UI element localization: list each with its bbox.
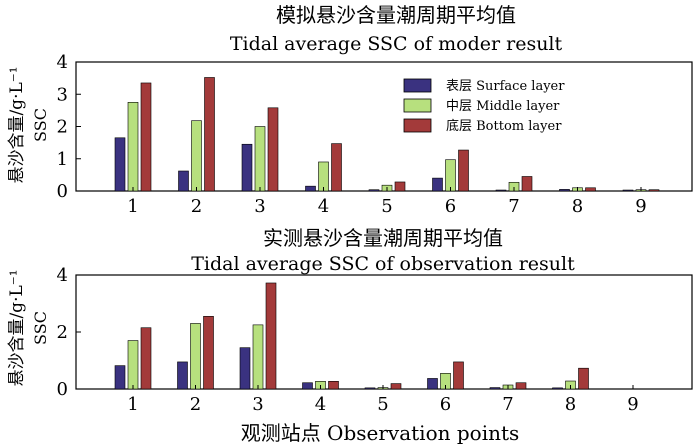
bottom-chart-bar-s1-p8 [552, 387, 563, 390]
bottom-chart-ytick-label: 2 [57, 322, 68, 343]
top-chart-xtick-label: 7 [508, 196, 519, 217]
top-chart-bar-s1-p4 [305, 185, 316, 192]
bottom-chart-xtick-label: 2 [190, 394, 201, 415]
top-chart-bar-s1-p6 [432, 177, 443, 192]
legend-label-bottom: 底层 Bottom layer [446, 118, 562, 134]
legend-swatch-bottom [403, 118, 432, 133]
top-chart-title-cn: 模拟悬沙含量潮周期平均值 [276, 3, 516, 27]
top-chart-ytick-label: 2 [57, 117, 68, 138]
bottom-chart-bar-s1-p3 [239, 347, 251, 390]
top-chart-xtick-label: 1 [127, 196, 138, 217]
top-chart-bar-s1-p3 [241, 143, 253, 192]
top-chart-bar-s1-p1 [114, 137, 126, 192]
bottom-chart-bar-s1-p4 [302, 382, 313, 390]
bottom-chart-xtick-label: 8 [565, 394, 576, 415]
bottom-chart-bar-s1-p1 [114, 365, 126, 390]
top-chart-bar-s3-p6 [458, 149, 469, 192]
bottom-chart-ytick-label: 0 [57, 379, 68, 400]
bottom-chart-bar-s3-p2 [203, 316, 214, 390]
top-chart-bar-s3-p4 [331, 143, 342, 192]
top-chart-bar-s3-p5 [394, 181, 406, 192]
bottom-chart-bar-s3-p7 [515, 382, 527, 390]
top-chart-bar-s3-p8 [585, 187, 596, 192]
bottom-chart-bar-s3-p4 [328, 381, 339, 390]
legend-swatch-middle [403, 98, 432, 113]
bottom-chart-bar-s3-p1 [140, 327, 152, 390]
bottom-chart-ylabel-cn: 悬沙含量/g·L⁻¹ [7, 269, 27, 386]
bottom-chart-marks: 0 2 4 1 2 3 4 5 6 7 8 9 [57, 265, 639, 415]
bottom-chart-xtick-label: 1 [127, 394, 138, 415]
legend-label-surface: 表层 Surface layer [446, 79, 565, 94]
top-chart-ytick-label: 4 [57, 52, 68, 73]
top-chart-marks: 0 1 2 3 4 1 2 3 4 5 6 7 8 9 [57, 52, 660, 217]
bottom-chart-xtick-label: 3 [252, 394, 263, 415]
top-chart-xtick-label: 5 [381, 196, 392, 217]
bottom-chart-bar-s2-p2 [190, 323, 201, 390]
top-chart-bar-s1-p2 [178, 170, 189, 192]
top-chart-ylabel: SSC [31, 108, 50, 142]
bottom-chart-xtick-label: 4 [315, 394, 326, 415]
top-chart-bar-s3-p9 [648, 189, 660, 192]
top-chart-xtick-label: 8 [572, 196, 583, 217]
bottom-chart-bar-s2-p1 [127, 340, 139, 390]
top-chart-bar-s1-p5 [368, 189, 380, 192]
bottom-chart-xtick-label: 6 [440, 394, 451, 415]
top-chart-xtick-label: 9 [635, 196, 646, 217]
bottom-chart-bar-s2-p3 [252, 324, 264, 390]
bottom-chart-xtick-label: 5 [377, 394, 388, 415]
bottom-chart-bar-s3-p8 [578, 367, 589, 390]
top-chart-xtick-label: 3 [254, 196, 265, 217]
top-chart-bar-s3-p3 [267, 107, 279, 192]
bottom-chart-title-cn: 实测悬沙含量潮周期平均值 [263, 226, 503, 250]
legend-swatch-surface [403, 78, 432, 93]
legend-label-middle: 中层 Middle layer [446, 99, 560, 114]
top-chart-bar-s2-p4 [318, 161, 329, 192]
bottom-chart-bar-s3-p6 [453, 361, 464, 390]
bottom-chart-bar-s1-p2 [177, 361, 188, 390]
top-chart-bar-s3-p1 [140, 82, 152, 192]
legend: 表层 Surface layer 中层 Middle layer 底层 Bott… [403, 78, 565, 134]
top-chart-xtick-label: 6 [445, 196, 456, 217]
bottom-chart-xtick-label: 7 [502, 394, 513, 415]
top-chart-ytick-label: 1 [57, 149, 68, 170]
bottom-chart-ylabel: SSC [31, 311, 50, 345]
top-chart-title: Tidal average SSC of moder result [230, 33, 563, 55]
top-chart-ylabel-cn: 悬沙含量/g·L⁻¹ [7, 66, 27, 183]
bottom-chart-bar-s1-p7 [489, 387, 501, 390]
bottom-chart-bar-s3-p5 [390, 383, 402, 390]
bottom-chart-ytick-label: 4 [57, 265, 68, 286]
top-chart-bar-s1-p8 [559, 189, 570, 192]
figure-xlabel: 观测站点 Observation points [241, 421, 520, 445]
bottom-chart-xtick-label: 9 [627, 394, 638, 415]
top-chart-bar-s2-p2 [191, 120, 202, 192]
bottom-chart-axes [75, 274, 693, 390]
top-chart-bar-s2-p1 [127, 102, 139, 192]
top-chart-axes [75, 61, 693, 192]
top-chart-bar-s1-p7 [495, 189, 507, 192]
bottom-chart-bar-s1-p5 [364, 387, 376, 390]
top-chart-bar-s3-p7 [521, 176, 533, 192]
top-chart-bar-s2-p3 [254, 126, 266, 192]
top-chart-bar-s3-p2 [204, 77, 215, 192]
top-chart-xtick-label: 4 [318, 196, 329, 217]
top-chart-bar-s2-p6 [445, 159, 456, 192]
bottom-chart-bar-s1-p6 [427, 378, 438, 390]
top-chart-bar-s1-p9 [622, 189, 634, 192]
top-chart-ytick-label: 0 [57, 181, 68, 202]
top-chart-xtick-label: 2 [191, 196, 202, 217]
bottom-chart-title: Tidal average SSC of observation result [191, 253, 575, 275]
top-chart-ytick-label: 3 [57, 84, 68, 105]
bottom-chart-bar-s3-p3 [265, 282, 277, 390]
